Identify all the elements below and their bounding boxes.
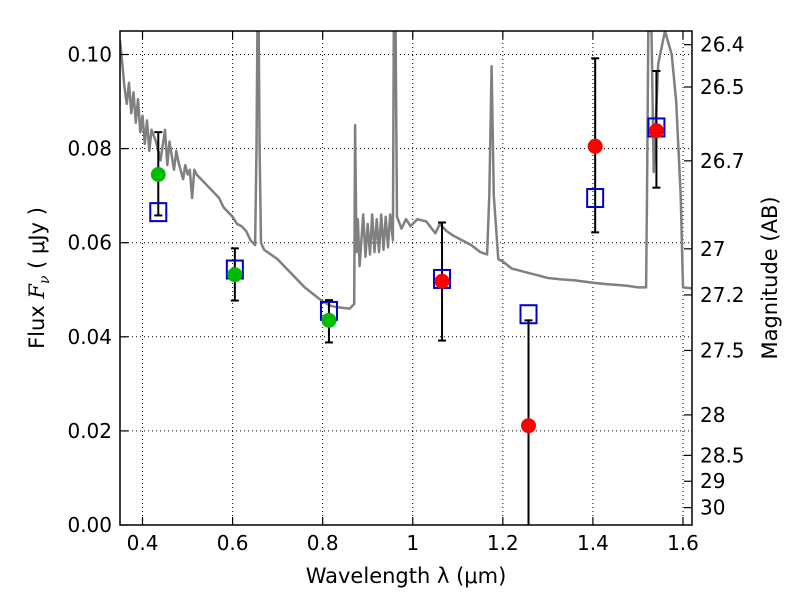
- error-bars: [154, 57, 661, 525]
- right-tick-label: 26.7: [700, 149, 745, 173]
- model-square: [519, 304, 538, 325]
- data-point: [321, 312, 337, 328]
- model-square: [149, 202, 168, 223]
- data-point: [227, 267, 243, 283]
- right-tick-label: 27.2: [700, 283, 745, 307]
- x-tick-label: 0.4: [127, 531, 159, 555]
- plot-frame: [119, 30, 693, 526]
- y-label-text: Flux: [25, 299, 49, 349]
- right-axis-label: Magnitude (AB): [758, 196, 782, 359]
- right-tick-label: 27.5: [700, 338, 745, 362]
- y-axis-ticks: 0.00 0.02 0.04 0.06 0.08 0.10: [67, 43, 128, 537]
- data-point: [587, 138, 603, 154]
- y-tick-label: 0.08: [67, 137, 112, 161]
- x-tick-label: 0.6: [217, 531, 249, 555]
- y-tick-label: 0.02: [67, 419, 112, 443]
- x-tick-label: 0.8: [307, 531, 339, 555]
- y-label-unit: ( μJy ): [25, 207, 49, 275]
- data-point: [434, 273, 450, 289]
- y-tick-label: 0.06: [67, 231, 112, 255]
- x-tick-label: 1.2: [487, 531, 519, 555]
- right-tick-label: 29: [700, 469, 725, 493]
- right-tick-label: 26.4: [700, 33, 745, 57]
- x-tick-label: 1.6: [667, 531, 699, 555]
- grid-lines: [120, 31, 692, 526]
- x-axis-label: Wavelength λ (μm): [306, 564, 507, 588]
- y-label-subscript: ν: [37, 275, 53, 284]
- data-point: [150, 166, 166, 182]
- x-axis-ticks: 0.4 0.6 0.8 1 1.2 1.4 1.6: [127, 31, 699, 555]
- right-tick-label: 30: [700, 496, 725, 520]
- x-tick-label: 1.4: [577, 531, 609, 555]
- right-axis-ticks: 26.4 26.5 26.7 27 27.2 27.5 28 28.529 30: [684, 33, 745, 520]
- right-tick-label: 28.5: [700, 443, 745, 467]
- y-tick-label: 0.00: [67, 513, 112, 537]
- y-label-symbol: F: [25, 283, 49, 300]
- observed-points: [150, 123, 664, 434]
- right-tick-label: 28: [700, 403, 725, 427]
- y-tick-label: 0.04: [67, 325, 112, 349]
- model-square: [586, 188, 605, 209]
- data-point: [521, 418, 537, 434]
- x-tick-label: 1: [406, 531, 419, 555]
- data-point: [648, 123, 664, 139]
- y-axis-label: Flux Fν ( μJy ): [25, 207, 53, 349]
- right-tick-label: 27: [700, 237, 725, 261]
- right-tick-label: 26.5: [700, 75, 745, 99]
- plot-area: [120, 31, 692, 310]
- y-tick-label: 0.10: [67, 43, 112, 67]
- model-spectrum-line: [120, 31, 692, 310]
